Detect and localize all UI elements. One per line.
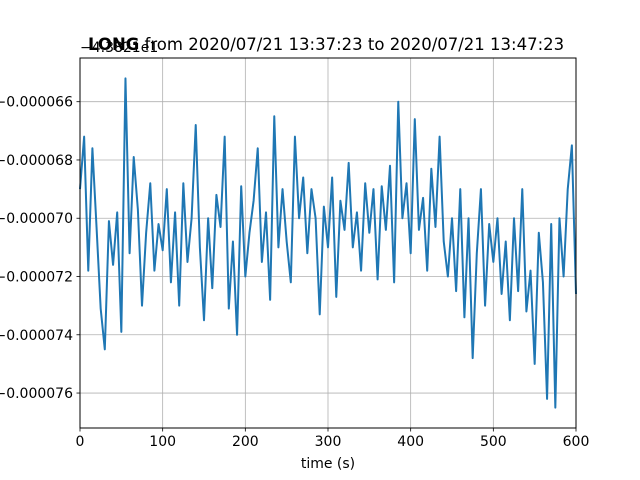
offset-text: −4.3821e1 xyxy=(80,40,158,56)
x-tick-label: 200 xyxy=(232,434,259,450)
series-layer xyxy=(79,77,577,409)
y-tick-label: −0.000066 xyxy=(0,95,73,111)
x-tick-label: 300 xyxy=(315,434,342,450)
y-tick-label: −0.000070 xyxy=(0,211,73,227)
y-axis: −0.000066 −0.000068 −0.000070 −0.000072 −0.0… xyxy=(0,95,80,402)
chart-title-rest: from 2020/07/21 13:37:23 to 2020/07/21 1… xyxy=(139,35,564,54)
x-axis-label: time (s) xyxy=(301,456,355,472)
x-tick-label: 400 xyxy=(397,434,424,450)
y-tick-label: −0.000076 xyxy=(0,386,73,402)
x-tick-label: 600 xyxy=(563,434,590,450)
chart-title: LONG from 2020/07/21 13:37:23 to 2020/07… xyxy=(88,35,564,54)
y-tick-label: −0.000074 xyxy=(0,328,73,344)
plot-frame xyxy=(79,57,577,429)
x-axis: 0 100 200 300 400 500 600 xyxy=(76,428,590,450)
series-line xyxy=(79,77,577,409)
x-tick-label: 100 xyxy=(149,434,176,450)
chart-title-bold: LONG xyxy=(88,35,139,54)
y-tick-label: −0.000068 xyxy=(0,153,73,169)
x-tick-label: 500 xyxy=(480,434,507,450)
y-tick-label: −0.000072 xyxy=(0,270,73,286)
x-tick-label: 0 xyxy=(76,434,85,450)
